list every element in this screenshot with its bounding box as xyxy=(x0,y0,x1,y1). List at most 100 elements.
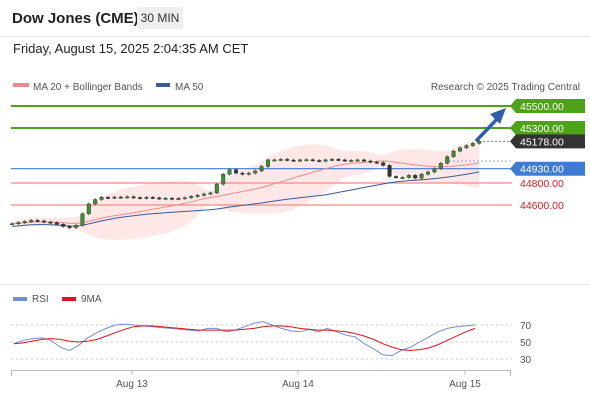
candle xyxy=(99,195,104,201)
resistance-label-1-text: 45500.00 xyxy=(520,101,564,113)
candle-body xyxy=(246,172,251,175)
candle-body xyxy=(451,150,456,157)
candle-body xyxy=(368,160,373,163)
candle xyxy=(394,175,399,179)
candle-body xyxy=(278,159,283,161)
pivot-label-text: 44930.00 xyxy=(520,164,564,176)
candle xyxy=(374,160,379,164)
resistance-label-1-box xyxy=(510,99,585,113)
trend-arrow-shaft xyxy=(475,115,501,142)
candle xyxy=(477,140,482,145)
candle-body xyxy=(144,197,149,199)
x-axis: Aug 13 Aug 14 Aug 15 xyxy=(116,370,481,390)
candle-body xyxy=(470,143,475,146)
candle xyxy=(233,168,238,175)
candle-body xyxy=(80,213,85,226)
timeframe-button[interactable]: 30 MIN xyxy=(137,7,183,29)
candle-body xyxy=(323,159,328,162)
candle-body xyxy=(445,156,450,164)
candle xyxy=(48,220,53,224)
candle xyxy=(342,158,347,162)
candle xyxy=(150,195,155,200)
candle xyxy=(182,196,187,200)
candle-body xyxy=(150,197,155,199)
candle-body xyxy=(22,221,27,223)
candle-body xyxy=(157,197,162,200)
candle-body xyxy=(400,177,405,179)
candle-body xyxy=(233,169,238,174)
candle xyxy=(362,158,367,163)
x-tick-label: Aug 15 xyxy=(449,379,481,390)
candle xyxy=(336,158,341,162)
candle-body xyxy=(48,221,53,224)
candle xyxy=(112,195,117,200)
candle xyxy=(54,221,59,226)
chart-header: Dow Jones (CME) 30 MIN xyxy=(0,0,590,36)
candle-body xyxy=(16,222,21,225)
candle-body xyxy=(253,170,258,174)
candle xyxy=(73,224,78,229)
rsi-legend-label: RSI xyxy=(32,294,49,305)
candle xyxy=(35,219,40,223)
candle-body xyxy=(285,159,290,161)
candle xyxy=(419,172,424,180)
candle-body xyxy=(112,196,117,199)
candle xyxy=(381,161,386,167)
candle-body xyxy=(374,161,379,164)
candle xyxy=(445,155,450,165)
candle xyxy=(176,197,181,201)
support-label-1: 44800.00 xyxy=(520,178,564,190)
candle-body xyxy=(201,193,206,196)
candle xyxy=(214,182,219,195)
candle-body xyxy=(42,220,47,223)
rsi-panel: 70 50 30 xyxy=(11,321,532,366)
candle-body xyxy=(240,172,245,175)
candle-body xyxy=(35,220,40,222)
candle-body xyxy=(54,222,59,225)
candle-body xyxy=(93,199,98,205)
trend-arrow-head xyxy=(490,108,506,124)
candle-body xyxy=(67,226,72,228)
candle xyxy=(451,149,456,158)
last-price-label-text: 45178.00 xyxy=(520,136,564,148)
ma9-legend-label: 9MA xyxy=(81,294,102,305)
instrument-title: Dow Jones (CME) xyxy=(12,10,139,27)
candle xyxy=(157,196,162,200)
candle xyxy=(195,194,200,198)
candle-body xyxy=(29,220,34,222)
candle-body xyxy=(330,159,335,161)
candle xyxy=(227,168,232,176)
candle-body xyxy=(259,166,264,172)
candle xyxy=(22,220,27,224)
candle xyxy=(246,171,251,176)
candle-body xyxy=(426,171,431,175)
candle-body xyxy=(105,197,110,199)
candle xyxy=(189,195,194,200)
x-tick-label: Aug 13 xyxy=(116,379,148,390)
candle xyxy=(201,192,206,197)
candle-body xyxy=(221,173,226,185)
candle xyxy=(240,171,245,176)
rsi-legend-swatch xyxy=(13,297,27,301)
candle xyxy=(253,169,258,175)
moving-averages xyxy=(11,160,480,227)
candle xyxy=(438,161,443,171)
candle-body xyxy=(464,145,469,149)
last-price-label-box xyxy=(510,134,585,149)
candle xyxy=(118,195,123,199)
candles xyxy=(9,140,482,229)
candle-body xyxy=(438,162,443,169)
candle xyxy=(368,159,373,164)
candle xyxy=(221,172,226,186)
candle-body xyxy=(387,165,392,177)
candle-body xyxy=(73,225,78,228)
candle-body xyxy=(310,159,315,162)
candle xyxy=(298,158,303,162)
candle-body xyxy=(266,159,271,167)
candle xyxy=(330,158,335,162)
candle xyxy=(208,191,213,196)
rsi-tick-30: 30 xyxy=(520,355,532,366)
candle-body xyxy=(9,223,14,226)
candle-body xyxy=(458,147,463,152)
